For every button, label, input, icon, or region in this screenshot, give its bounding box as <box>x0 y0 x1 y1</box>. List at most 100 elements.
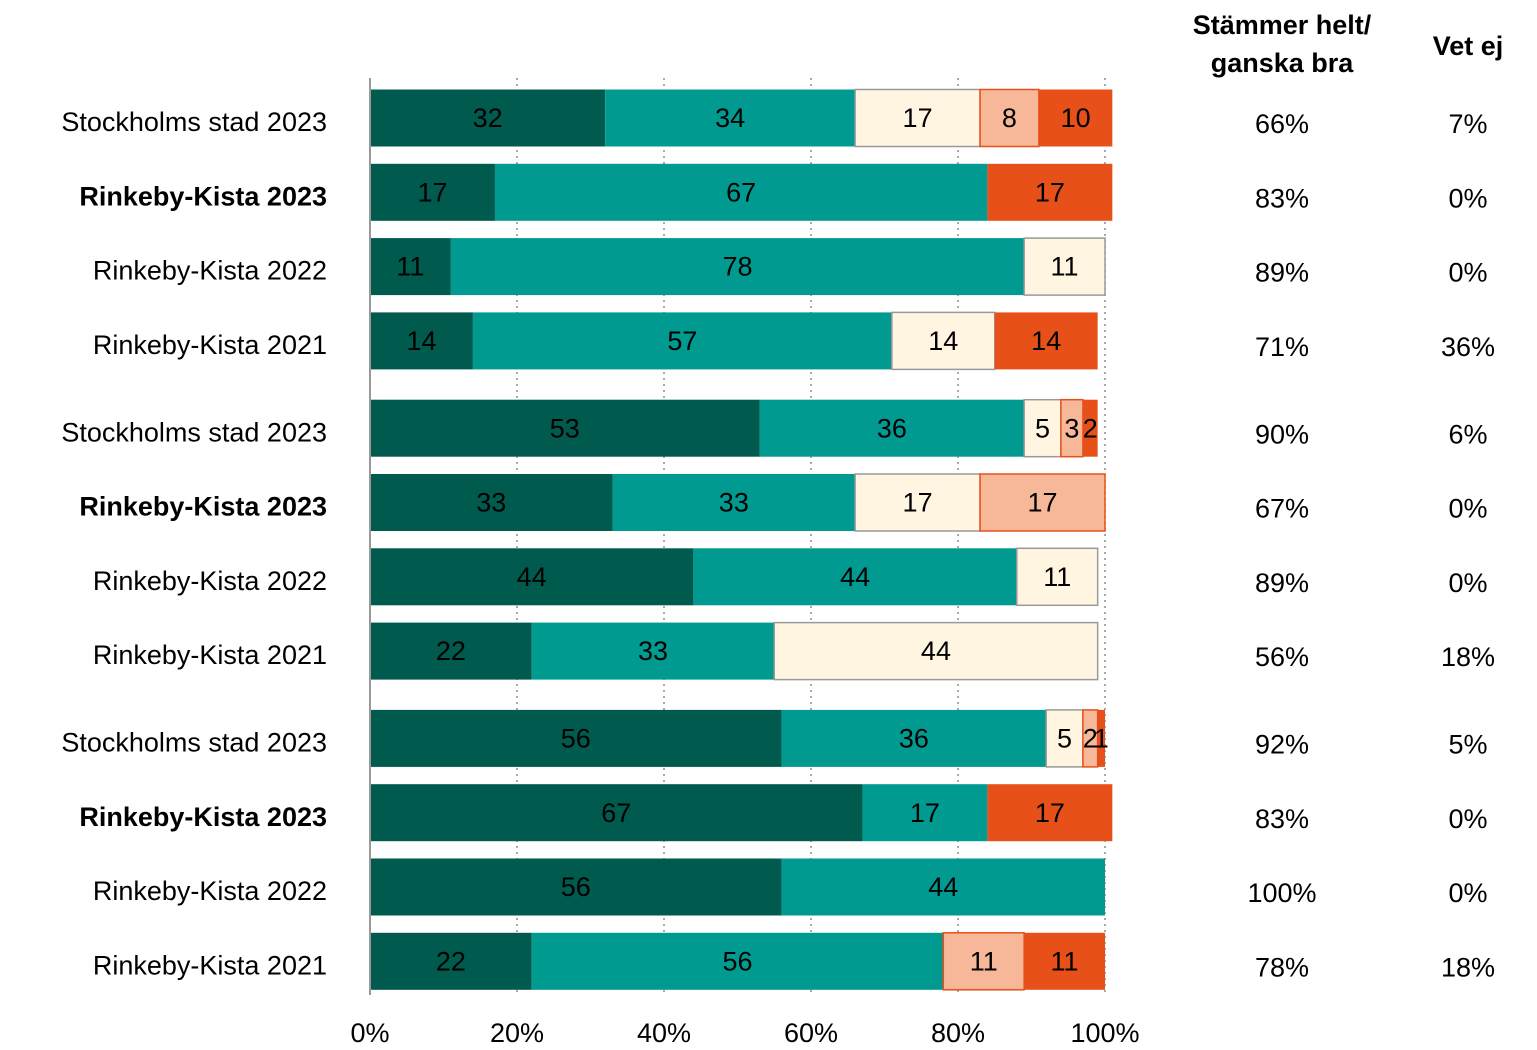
category-label: Rinkeby-Kista 2022 <box>93 256 327 286</box>
bar-segment <box>987 784 1113 842</box>
x-tick-label: 60% <box>784 1018 838 1048</box>
data-label: 10 <box>1061 103 1091 133</box>
category-label: Stockholms stad 2023 <box>61 107 327 137</box>
column-value: 89% <box>1255 568 1309 598</box>
column-value: 0% <box>1448 494 1487 524</box>
data-label: 22 <box>436 636 466 666</box>
data-label: 67 <box>726 177 756 207</box>
data-label: 11 <box>1051 252 1079 282</box>
bar-segment <box>781 858 1105 916</box>
bar-segment <box>854 88 981 148</box>
bar-segment <box>1045 709 1084 768</box>
column-value: 89% <box>1255 258 1309 288</box>
column-value: 100% <box>1247 878 1316 908</box>
category-label: Stockholms stad 2023 <box>61 728 327 758</box>
data-label: 56 <box>722 946 752 976</box>
data-label: 33 <box>638 636 668 666</box>
bar-segment <box>1016 547 1099 607</box>
bar-segment <box>370 784 863 842</box>
data-label: 14 <box>406 326 436 356</box>
data-label: 5 <box>1057 724 1072 754</box>
bar-segment <box>1038 89 1113 147</box>
data-label: 33 <box>719 488 749 518</box>
column-value: 92% <box>1255 730 1309 760</box>
column-value: 36% <box>1441 332 1495 362</box>
bar-segment <box>1082 709 1099 768</box>
column-value: 0% <box>1448 878 1487 908</box>
category-label: Rinkeby-Kista 2021 <box>93 330 327 360</box>
data-label: 32 <box>473 103 503 133</box>
bar-segment <box>605 89 856 147</box>
data-label: 2 <box>1083 724 1098 754</box>
bar-segment <box>1024 932 1105 990</box>
bar-segment <box>370 399 760 457</box>
bar-segment <box>370 238 451 296</box>
category-label: Rinkeby-Kista 2023 <box>79 492 327 522</box>
data-label: 11 <box>1051 946 1079 976</box>
data-label: 53 <box>550 413 580 443</box>
x-tick-label: 80% <box>931 1018 985 1048</box>
data-label: 14 <box>928 326 958 356</box>
bar-segment <box>891 311 996 371</box>
category-label: Rinkeby-Kista 2022 <box>93 876 327 906</box>
data-label: 3 <box>1064 413 1079 443</box>
column-value: 5% <box>1448 730 1487 760</box>
bar-segment <box>472 312 892 370</box>
bar-segment <box>1023 398 1062 458</box>
data-label: 17 <box>910 798 940 828</box>
column-value: 67% <box>1255 494 1309 524</box>
bar-segment <box>370 312 473 370</box>
bar-segment <box>854 473 981 532</box>
x-tick-label: 40% <box>637 1018 691 1048</box>
data-label: 57 <box>667 326 697 356</box>
x-tick-label: 0% <box>350 1018 389 1048</box>
bar-segment <box>494 163 988 221</box>
column-value: 18% <box>1441 952 1495 982</box>
data-label: 17 <box>903 488 933 518</box>
bar-segment <box>1097 709 1105 767</box>
data-label: 44 <box>840 562 870 592</box>
bar-segment <box>773 621 1099 681</box>
data-label: 22 <box>436 946 466 976</box>
bar-segment <box>693 548 1017 606</box>
data-label: 17 <box>417 177 447 207</box>
column-value: 83% <box>1255 183 1309 213</box>
category-label: Rinkeby-Kista 2022 <box>93 566 327 596</box>
category-label: Stockholms stad 2023 <box>61 417 327 447</box>
category-label: Rinkeby-Kista 2023 <box>79 802 327 832</box>
category-label: Rinkeby-Kista 2021 <box>93 640 327 670</box>
bar-segment <box>370 932 532 990</box>
bar-segment <box>531 622 775 680</box>
data-label: 11 <box>1043 562 1071 592</box>
bar-segment <box>370 622 532 680</box>
bar-segment <box>979 473 1106 532</box>
bar-segment <box>987 163 1113 221</box>
column-header: Stämmer helt/ <box>1193 10 1372 40</box>
x-tick-label: 100% <box>1070 1018 1139 1048</box>
data-label: 17 <box>903 103 933 133</box>
bar-segment <box>370 474 613 531</box>
category-label: Rinkeby-Kista 2023 <box>79 181 327 211</box>
data-label: 44 <box>928 872 958 902</box>
bar-segment <box>1082 399 1098 457</box>
bar-segment <box>370 89 606 147</box>
column-value: 56% <box>1255 642 1309 672</box>
data-label: 17 <box>1028 488 1058 518</box>
bar-segment <box>759 399 1025 457</box>
column-value: 78% <box>1255 952 1309 982</box>
data-label: 1 <box>1094 724 1109 754</box>
category-label: Rinkeby-Kista 2021 <box>93 950 327 980</box>
data-label: 8 <box>1002 103 1017 133</box>
column-value: 90% <box>1255 419 1309 449</box>
column-value: 7% <box>1448 109 1487 139</box>
bar-segment <box>370 858 782 916</box>
bar-segment <box>370 709 782 767</box>
data-label: 44 <box>921 636 951 666</box>
column-value: 66% <box>1255 109 1309 139</box>
bar-segment <box>862 784 988 842</box>
data-label: 36 <box>899 724 929 754</box>
column-value: 71% <box>1255 332 1309 362</box>
data-label: 78 <box>722 252 752 282</box>
bar-segment <box>994 312 1098 370</box>
